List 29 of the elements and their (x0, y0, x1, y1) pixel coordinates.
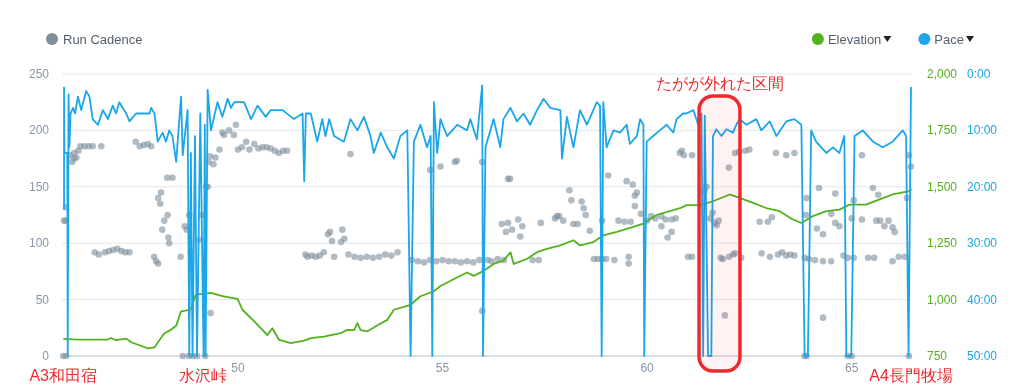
y3-tick-label: 20:00 (967, 179, 998, 194)
y-tick-label: 200 (28, 123, 50, 138)
y3-tick-label: 50:00 (967, 349, 998, 363)
legend-label: Pace (934, 32, 964, 47)
y3-tick-label: 40:00 (967, 292, 998, 307)
y3-tick-label: 0:00 (967, 67, 991, 81)
legend-label: Elevation (827, 32, 882, 47)
band-label: たがが外れた区間 (655, 75, 784, 92)
y2-tick-label: 1,750 (927, 123, 958, 138)
x-tick-label: 55 (435, 361, 450, 375)
y3-tick-label: 10:00 (967, 123, 998, 138)
x-tick-label: 50 (231, 361, 245, 375)
y-tick-label: 0 (42, 349, 50, 363)
annotation: A3和田宿 (29, 367, 98, 384)
annotation: 水沢峠 (179, 367, 228, 384)
annotation: A4長門牧場 (869, 367, 953, 384)
y2-tick-label: 2,000 (927, 67, 958, 81)
x-tick-label: 60 (640, 361, 655, 375)
y-tick-label: 250 (28, 67, 50, 81)
y2-tick-label: 1,250 (927, 236, 958, 251)
y2-tick-label: 1,000 (927, 292, 958, 307)
y-tick-label: 150 (28, 179, 50, 194)
x-tick-label: 65 (844, 361, 859, 375)
legend-label: Run Cadence (63, 32, 143, 47)
y-tick-label: 100 (28, 236, 50, 251)
y2-tick-label: 1,500 (927, 179, 958, 194)
y2-tick-label: 750 (927, 349, 948, 363)
y3-tick-label: 30:00 (967, 236, 998, 251)
y-tick-label: 50 (35, 292, 50, 307)
